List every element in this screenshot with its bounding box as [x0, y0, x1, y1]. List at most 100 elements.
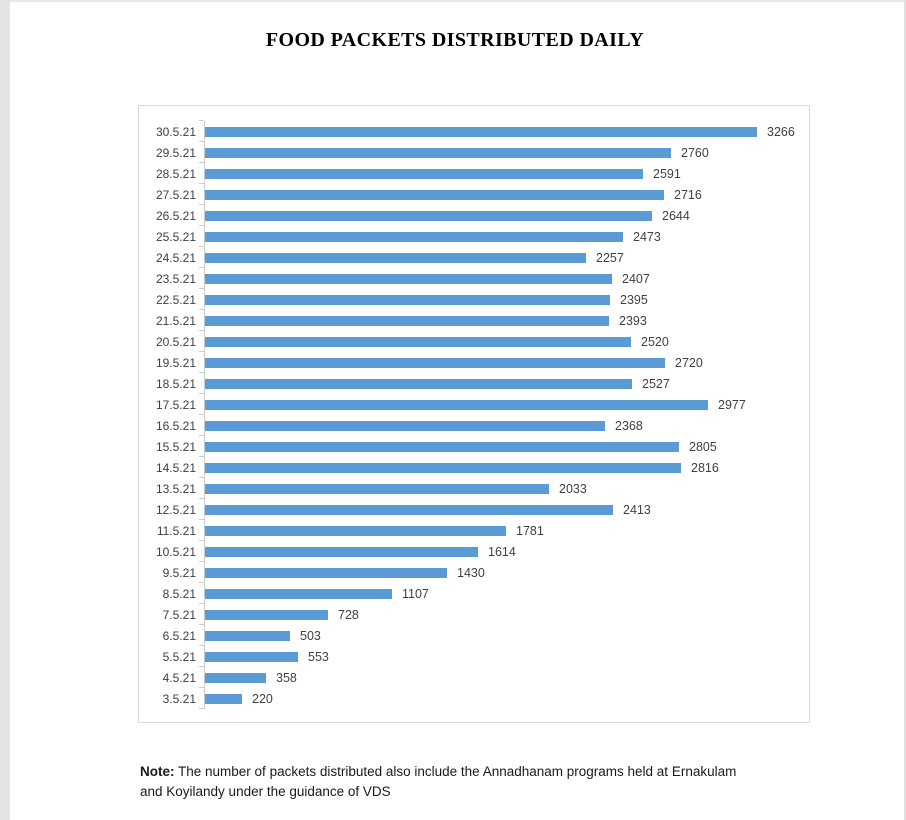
category-label: 27.5.21	[155, 187, 196, 202]
page-top-edge	[0, 0, 906, 2]
bar	[205, 651, 298, 662]
chart-row: 16.5.21 2368	[139, 414, 809, 436]
page-left-edge	[0, 0, 10, 820]
bar	[205, 294, 610, 305]
bar-track: 2816	[204, 457, 809, 478]
chart-row: 7.5.21 728	[139, 603, 809, 625]
chart-row: 26.5.21 2644	[139, 204, 809, 226]
bar	[205, 399, 708, 410]
bar-track: 2393	[204, 310, 809, 331]
chart-row: 25.5.21 2473	[139, 225, 809, 247]
value-label: 358	[276, 670, 297, 685]
chart-rows: 30.5.21 3266 29.5.21 2760 28.5.21 2591 2…	[139, 120, 809, 709]
bar	[205, 378, 632, 389]
bar-track: 2644	[204, 205, 809, 226]
bar-track: 2395	[204, 289, 809, 310]
chart-row: 21.5.21 2393	[139, 309, 809, 331]
value-label: 2393	[619, 313, 647, 328]
bar-track: 3266	[204, 121, 809, 142]
bar-track: 2407	[204, 268, 809, 289]
category-label: 5.5.21	[162, 649, 196, 664]
bar	[205, 441, 679, 452]
value-label: 2033	[559, 481, 587, 496]
bar-track: 2591	[204, 163, 809, 184]
bar	[205, 504, 613, 515]
category-label: 4.5.21	[162, 670, 196, 685]
chart-row: 20.5.21 2520	[139, 330, 809, 352]
value-label: 2816	[691, 460, 719, 475]
category-label: 23.5.21	[155, 271, 196, 286]
bar	[205, 630, 290, 641]
chart-row: 30.5.21 3266	[139, 120, 809, 142]
bar	[205, 168, 643, 179]
bar	[205, 357, 665, 368]
value-label: 1430	[457, 565, 485, 580]
category-label: 19.5.21	[155, 355, 196, 370]
value-label: 553	[308, 649, 329, 664]
bar	[205, 483, 549, 494]
bar	[205, 567, 447, 578]
category-label: 30.5.21	[155, 124, 196, 139]
chart-row: 27.5.21 2716	[139, 183, 809, 205]
bar	[205, 672, 266, 683]
bar	[205, 462, 681, 473]
category-label: 6.5.21	[162, 628, 196, 643]
bar	[205, 189, 664, 200]
bar	[205, 546, 478, 557]
chart-row: 28.5.21 2591	[139, 162, 809, 184]
chart-row: 19.5.21 2720	[139, 351, 809, 373]
value-label: 220	[252, 691, 273, 706]
footnote-label: Note:	[140, 764, 175, 779]
chart-row: 8.5.21 1107	[139, 582, 809, 604]
value-label: 3266	[767, 124, 795, 139]
bar	[205, 420, 605, 431]
chart-row: 12.5.21 2413	[139, 498, 809, 520]
chart-row: 10.5.21 1614	[139, 540, 809, 562]
bar-track: 1781	[204, 520, 809, 541]
bar	[205, 315, 609, 326]
bar	[205, 336, 631, 347]
bar-track: 2520	[204, 331, 809, 352]
bar-track: 2977	[204, 394, 809, 415]
chart-row: 6.5.21 503	[139, 624, 809, 646]
value-label: 1781	[516, 523, 544, 538]
value-label: 1107	[402, 586, 429, 601]
chart-row: 5.5.21 553	[139, 645, 809, 667]
bar-track: 553	[204, 646, 809, 667]
bar-track: 2760	[204, 142, 809, 163]
bar	[205, 588, 392, 599]
bar-track: 503	[204, 625, 809, 646]
bar	[205, 273, 612, 284]
bar-track: 2805	[204, 436, 809, 457]
bar-track: 1614	[204, 541, 809, 562]
bar-track: 2473	[204, 226, 809, 247]
bar	[205, 147, 671, 158]
footnote-line2: and Koyilandy under the guidance of VDS	[140, 783, 391, 799]
category-label: 16.5.21	[155, 418, 196, 433]
chart-row: 22.5.21 2395	[139, 288, 809, 310]
value-label: 2407	[622, 271, 650, 286]
bar	[205, 231, 623, 242]
value-label: 2520	[641, 334, 669, 349]
value-label: 1614	[488, 544, 516, 559]
chart-title: FOOD PACKETS DISTRIBUTED DAILY	[265, 29, 645, 51]
category-label: 3.5.21	[162, 691, 196, 706]
value-label: 728	[338, 607, 359, 622]
value-label: 2720	[675, 355, 703, 370]
category-label: 29.5.21	[155, 145, 196, 160]
bar-track: 2716	[204, 184, 809, 205]
value-label: 2395	[620, 292, 648, 307]
chart-row: 18.5.21 2527	[139, 372, 809, 394]
bar-track: 1107	[204, 583, 809, 604]
value-label: 2760	[681, 145, 709, 160]
bar-track: 728	[204, 604, 809, 625]
category-label: 14.5.21	[155, 460, 196, 475]
value-label: 2413	[623, 502, 651, 517]
category-label: 11.5.21	[156, 523, 196, 538]
bar-track: 2257	[204, 247, 809, 268]
value-label: 2644	[662, 208, 690, 223]
page-right-edge	[904, 0, 906, 820]
category-label: 15.5.21	[155, 439, 196, 454]
value-label: 2368	[615, 418, 643, 433]
category-label: 21.5.21	[155, 313, 196, 328]
